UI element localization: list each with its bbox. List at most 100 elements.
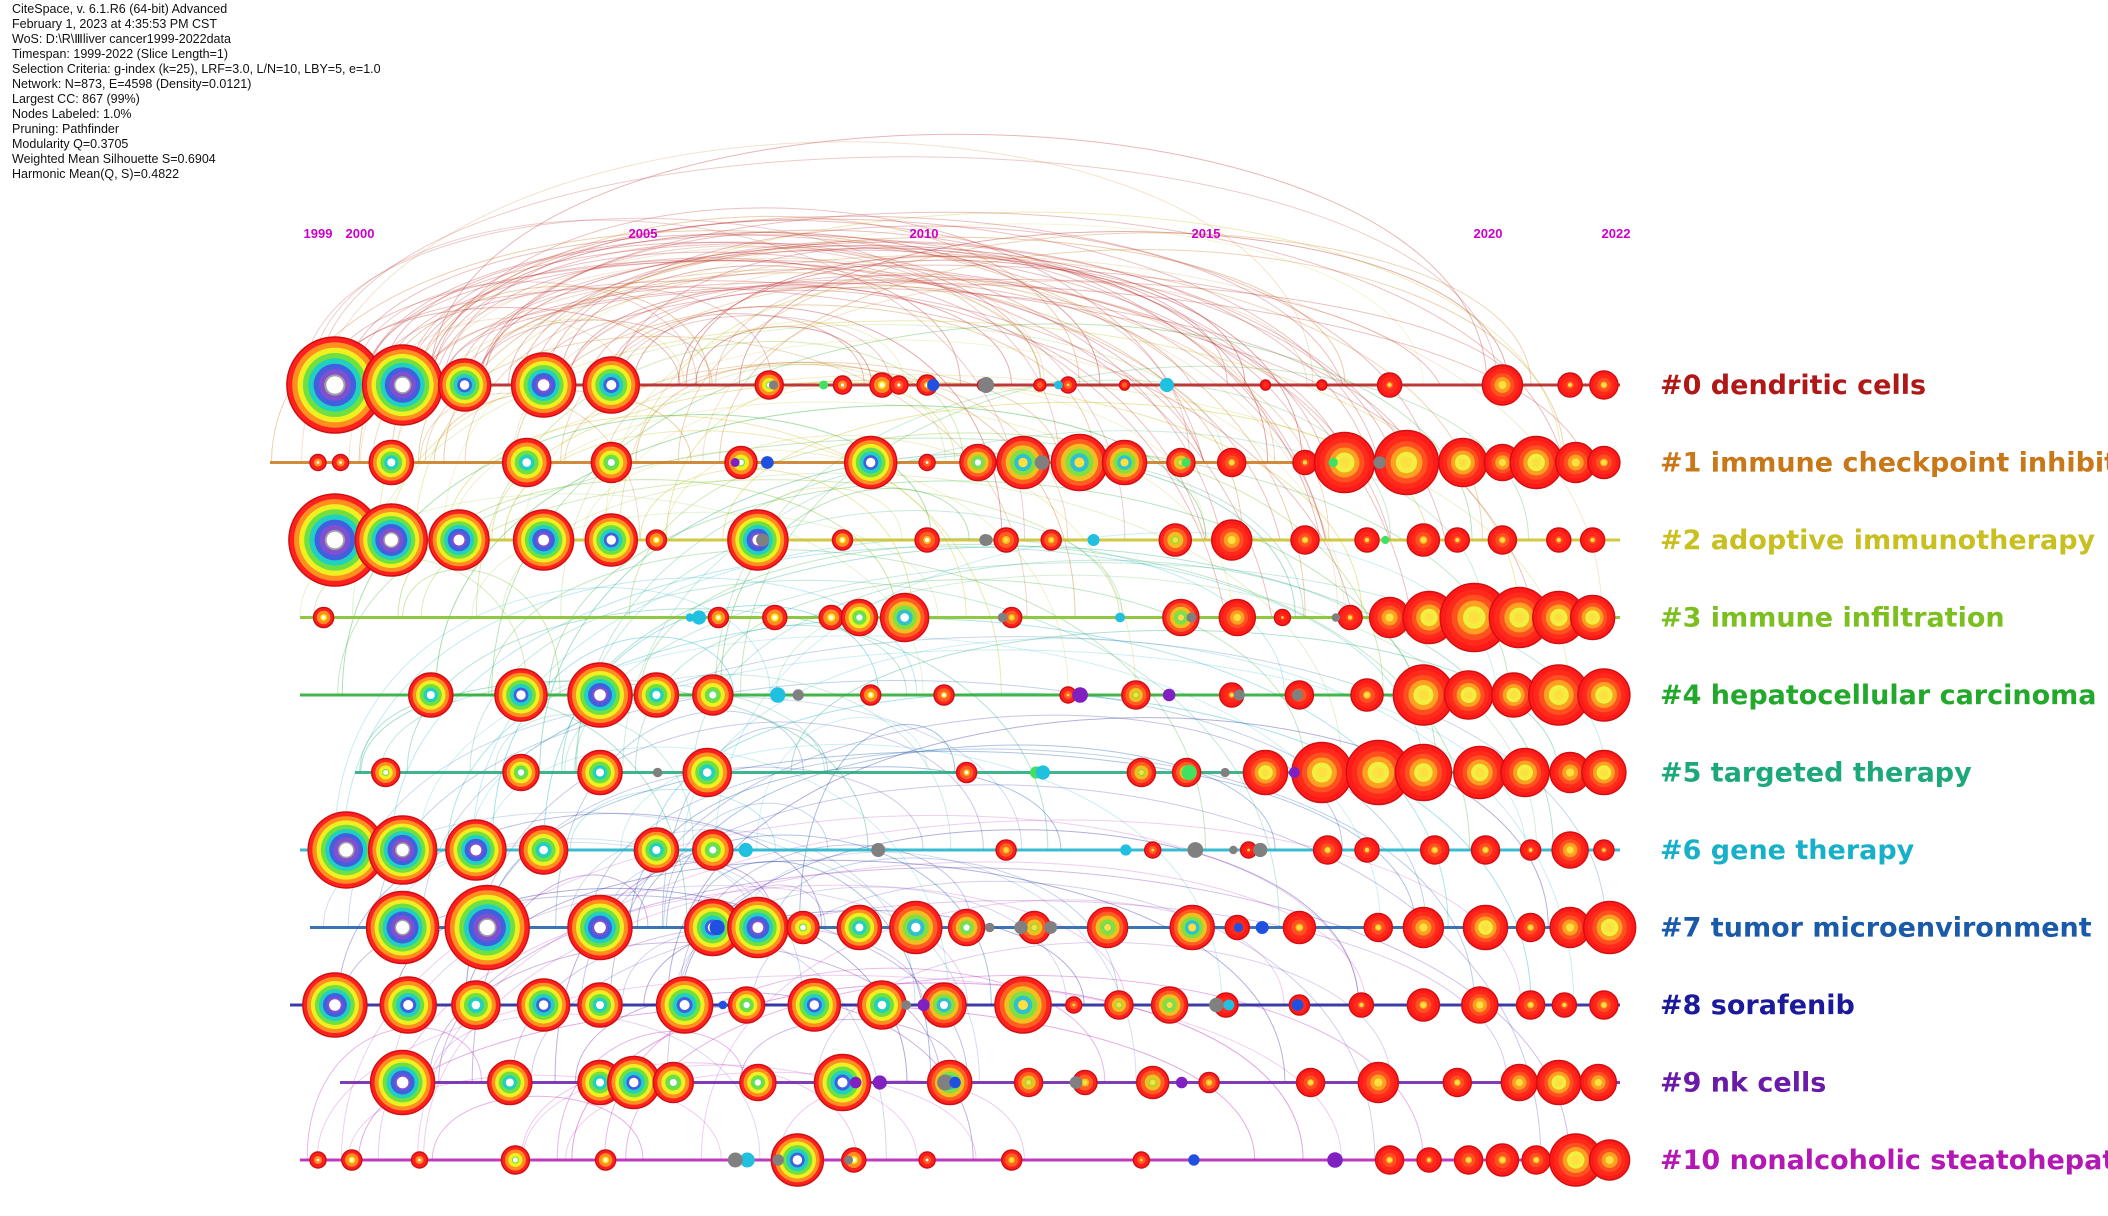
citation-node-small[interactable] <box>1186 612 1197 623</box>
citation-node[interactable] <box>1354 527 1380 553</box>
citation-node-small[interactable] <box>997 612 1008 623</box>
citation-node[interactable] <box>341 1149 363 1171</box>
citation-node[interactable] <box>1509 435 1563 490</box>
citation-node[interactable] <box>1295 1067 1326 1098</box>
citation-node[interactable] <box>1013 1067 1044 1098</box>
citation-node[interactable] <box>1086 906 1129 949</box>
citation-node-small[interactable] <box>849 1076 862 1089</box>
citation-node[interactable] <box>1273 608 1292 627</box>
citation-node[interactable] <box>1551 831 1589 869</box>
citation-node[interactable] <box>1169 904 1215 951</box>
citation-node-small[interactable] <box>1181 458 1191 467</box>
citation-node-small[interactable] <box>844 1155 853 1165</box>
citation-node[interactable] <box>840 598 879 637</box>
citation-node[interactable] <box>1528 664 1590 726</box>
citation-node[interactable] <box>1443 670 1494 720</box>
citation-node[interactable] <box>379 976 437 1034</box>
citation-node-small[interactable] <box>979 534 992 546</box>
citation-node-small[interactable] <box>652 767 663 778</box>
citation-node-small[interactable] <box>709 919 725 936</box>
citation-node[interactable] <box>1259 379 1272 391</box>
citation-node[interactable] <box>727 896 789 959</box>
citation-node-small[interactable] <box>1327 1152 1343 1168</box>
citation-node[interactable] <box>577 749 623 796</box>
citation-node[interactable] <box>1581 749 1627 796</box>
citation-node[interactable] <box>1218 598 1257 637</box>
citation-node-small[interactable] <box>1069 1076 1083 1089</box>
citation-node[interactable] <box>1368 596 1411 639</box>
citation-node[interactable] <box>1587 445 1621 480</box>
citation-node[interactable] <box>836 904 883 951</box>
citation-node[interactable] <box>312 606 335 629</box>
citation-node[interactable] <box>633 827 680 873</box>
citation-node[interactable] <box>577 982 623 1028</box>
citation-node-small[interactable] <box>718 1000 728 1010</box>
citation-node[interactable] <box>1313 431 1376 494</box>
citation-node[interactable] <box>1348 992 1375 1018</box>
citation-node[interactable] <box>993 527 1019 553</box>
citation-node[interactable] <box>302 972 368 1038</box>
citation-node-small[interactable] <box>917 998 930 1012</box>
citation-node[interactable] <box>1500 1063 1539 1102</box>
citation-node-small[interactable] <box>685 613 695 622</box>
citation-node[interactable] <box>582 356 641 414</box>
citation-node[interactable] <box>510 352 577 418</box>
citation-node[interactable] <box>367 815 438 885</box>
citation-node-small[interactable] <box>937 1074 954 1091</box>
citation-node[interactable] <box>994 976 1052 1034</box>
citation-node[interactable] <box>1216 447 1247 478</box>
citation-node[interactable] <box>408 672 454 718</box>
citation-node[interactable] <box>1536 1059 1582 1106</box>
citation-node-small[interactable] <box>927 378 940 392</box>
citation-node-small[interactable] <box>1220 767 1230 778</box>
citation-node[interactable] <box>1488 586 1551 649</box>
citation-node[interactable] <box>889 900 943 955</box>
citation-node-small[interactable] <box>1044 921 1058 934</box>
citation-node-small[interactable] <box>1162 688 1176 702</box>
citation-node[interactable] <box>1453 745 1507 800</box>
citation-node[interactable] <box>1462 904 1509 951</box>
citation-node[interactable] <box>1579 1063 1618 1102</box>
citation-node[interactable] <box>1345 739 1412 806</box>
citation-node[interactable] <box>594 1149 617 1171</box>
citation-node[interactable] <box>1050 433 1109 492</box>
citation-node[interactable] <box>1406 523 1441 557</box>
citation-node[interactable] <box>1282 910 1317 945</box>
citation-node-small[interactable] <box>1014 920 1028 935</box>
citation-node[interactable] <box>584 513 639 567</box>
citation-node[interactable] <box>368 439 415 486</box>
citation-node[interactable] <box>369 1049 436 1116</box>
citation-node[interactable] <box>1481 364 1524 406</box>
citation-node-small[interactable] <box>770 687 786 703</box>
citation-node[interactable] <box>1569 594 1616 641</box>
citation-node[interactable] <box>1000 606 1023 629</box>
citation-node-small[interactable] <box>1291 689 1303 701</box>
citation-node[interactable] <box>724 445 758 480</box>
citation-node[interactable] <box>832 375 853 395</box>
citation-node[interactable] <box>1577 668 1631 722</box>
citation-node[interactable] <box>918 453 936 472</box>
citation-node[interactable] <box>365 890 440 965</box>
citation-node[interactable] <box>502 753 540 792</box>
citation-node[interactable] <box>857 980 907 1030</box>
citation-node[interactable] <box>500 1145 531 1175</box>
citation-node[interactable] <box>786 910 820 945</box>
citation-node[interactable] <box>1242 749 1289 796</box>
citation-node[interactable] <box>494 668 548 722</box>
citation-node[interactable] <box>1490 672 1537 718</box>
citation-node[interactable] <box>1000 1149 1023 1171</box>
citation-node[interactable] <box>1132 1151 1151 1169</box>
citation-node-small[interactable] <box>1381 535 1390 545</box>
citation-node[interactable] <box>1394 743 1453 802</box>
citation-node[interactable] <box>1419 835 1450 865</box>
citation-node[interactable] <box>918 1151 936 1169</box>
citation-node-small[interactable] <box>772 1154 784 1166</box>
citation-node-small[interactable] <box>1035 765 1050 780</box>
citation-node[interactable] <box>889 375 909 395</box>
citation-node[interactable] <box>633 672 680 718</box>
citation-node[interactable] <box>1589 990 1619 1020</box>
citation-node[interactable] <box>1065 996 1083 1014</box>
citation-node[interactable] <box>692 829 734 871</box>
citation-node[interactable] <box>1442 1067 1473 1098</box>
citation-node[interactable] <box>652 1061 695 1104</box>
